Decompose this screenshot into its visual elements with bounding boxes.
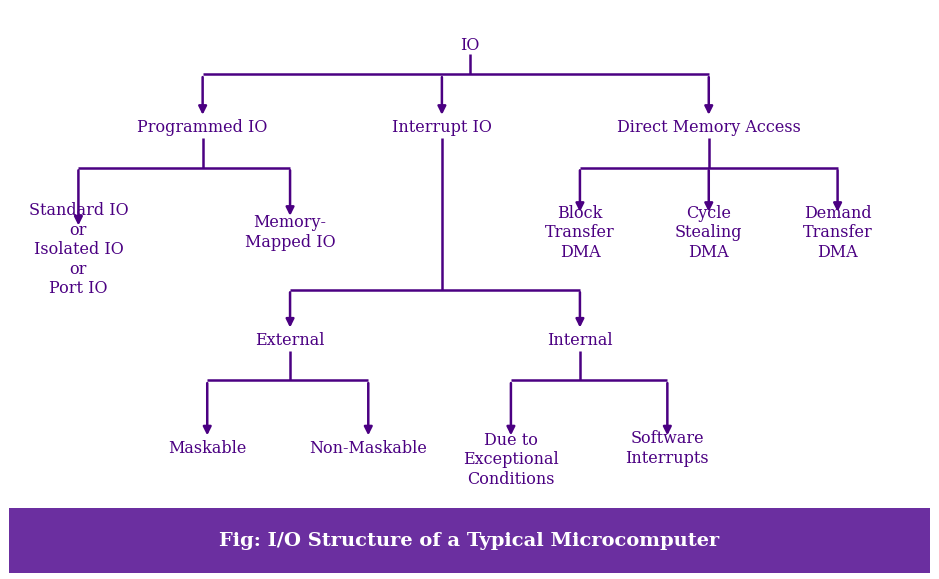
Text: Cycle
Stealing
DMA: Cycle Stealing DMA xyxy=(675,204,743,261)
Text: Programmed IO: Programmed IO xyxy=(137,119,268,136)
Text: Memory-
Mapped IO: Memory- Mapped IO xyxy=(245,214,335,251)
Text: Standard IO
or
Isolated IO
or
Port IO: Standard IO or Isolated IO or Port IO xyxy=(28,202,129,298)
Text: Fig: I/O Structure of a Typical Microcomputer: Fig: I/O Structure of a Typical Microcom… xyxy=(220,532,719,549)
Text: Demand
Transfer
DMA: Demand Transfer DMA xyxy=(803,204,872,261)
Text: External: External xyxy=(255,332,325,349)
Text: IO: IO xyxy=(460,37,479,54)
Text: Internal: Internal xyxy=(547,332,613,349)
Text: Direct Memory Access: Direct Memory Access xyxy=(617,119,801,136)
Bar xyxy=(9,508,930,573)
Text: Non-Maskable: Non-Maskable xyxy=(309,440,427,457)
Text: Due to
Exceptional
Conditions: Due to Exceptional Conditions xyxy=(463,431,559,488)
Text: Interrupt IO: Interrupt IO xyxy=(392,119,492,136)
Text: Block
Transfer
DMA: Block Transfer DMA xyxy=(545,204,615,261)
Text: Maskable: Maskable xyxy=(168,440,246,457)
Text: Software
Interrupts: Software Interrupts xyxy=(625,430,709,467)
